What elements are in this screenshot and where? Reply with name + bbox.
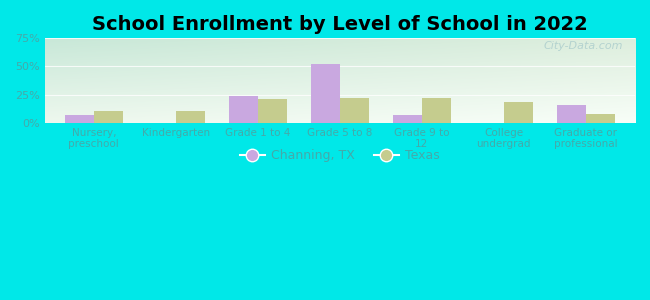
Bar xyxy=(65,115,94,123)
Bar xyxy=(422,98,450,123)
Bar xyxy=(311,64,340,123)
Bar xyxy=(557,105,586,123)
Bar xyxy=(258,99,287,123)
Bar xyxy=(586,114,614,123)
Legend: Channing, TX, Texas: Channing, TX, Texas xyxy=(235,144,445,167)
Title: School Enrollment by Level of School in 2022: School Enrollment by Level of School in … xyxy=(92,15,588,34)
Bar xyxy=(176,111,205,123)
Bar xyxy=(229,96,258,123)
Text: City-Data.com: City-Data.com xyxy=(543,41,623,51)
Bar xyxy=(94,111,122,123)
Bar xyxy=(504,102,532,123)
Bar xyxy=(393,115,422,123)
Bar xyxy=(340,98,369,123)
